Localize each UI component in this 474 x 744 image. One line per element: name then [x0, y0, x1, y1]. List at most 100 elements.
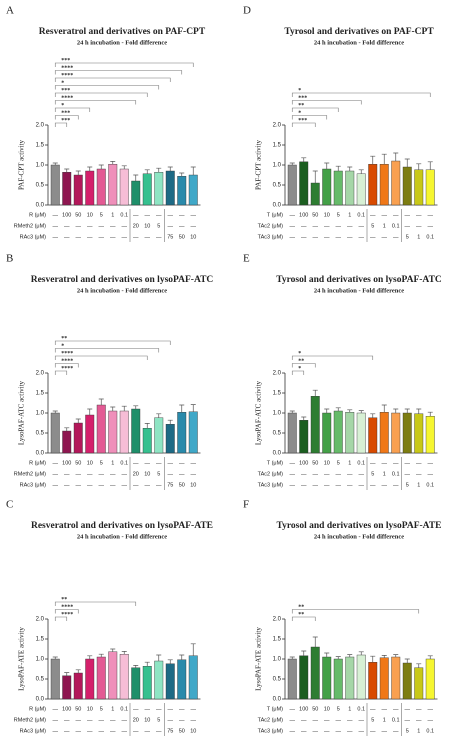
bar [402, 662, 412, 700]
table-cell: — [53, 482, 59, 488]
table-cell: — [393, 706, 399, 712]
error-bar [427, 411, 433, 417]
significance-bracket [291, 107, 339, 112]
table-cell: — [313, 717, 319, 723]
error-bar [98, 164, 104, 169]
table-cell: — [290, 728, 296, 734]
bar [165, 170, 175, 206]
table-cell: 100 [299, 460, 308, 466]
table-cell: — [370, 482, 376, 488]
error-bar [64, 168, 70, 173]
table-cell: 50 [312, 460, 318, 466]
error-bar [87, 655, 93, 659]
significance-bracket [291, 370, 305, 375]
bar [322, 168, 332, 206]
y-tick-label: 1.0 [36, 411, 45, 417]
error-bar [121, 405, 127, 411]
table-cell: — [168, 471, 174, 477]
y-tick-label: 1.0 [273, 163, 282, 169]
bar [345, 412, 355, 454]
error-bar [416, 663, 422, 668]
bar [391, 412, 401, 454]
table-cell: — [122, 234, 128, 240]
y-tick-label: 0.5 [273, 431, 282, 437]
table-cell: — [179, 223, 185, 229]
table-cell: — [359, 728, 365, 734]
chart-title: Resveratrol and derivatives on PAF-CPT [39, 27, 206, 37]
table-cell: — [301, 728, 307, 734]
significance-label: ** [298, 103, 304, 109]
bar [177, 659, 187, 700]
table-cell: 5 [371, 717, 374, 723]
table-cell: — [416, 471, 422, 477]
bar [188, 655, 198, 700]
table-cell: — [87, 717, 93, 723]
bar [402, 166, 412, 206]
table-cell: 100 [299, 212, 308, 218]
table-cell: — [370, 706, 376, 712]
table-cell: — [347, 482, 353, 488]
bar [50, 412, 60, 454]
table-cell: — [110, 471, 116, 477]
bar [108, 651, 118, 700]
table-cell: — [99, 482, 105, 488]
table-cell: — [416, 212, 422, 218]
significance-bracket [291, 363, 316, 368]
table-cell: — [336, 482, 342, 488]
bar [310, 182, 320, 206]
table-cell: 1 [383, 223, 386, 229]
table-cell: 5 [100, 212, 103, 218]
table-cell: — [122, 728, 128, 734]
significance-label: * [298, 88, 301, 94]
table-cell: 5 [406, 728, 409, 734]
error-bar [312, 636, 318, 647]
bar [414, 413, 424, 454]
error-bar [347, 166, 353, 171]
table-cell: — [336, 728, 342, 734]
table-cell: — [76, 223, 82, 229]
table-cell: 0.1 [357, 460, 365, 466]
error-bar [404, 158, 410, 167]
table-cell: 1 [348, 212, 351, 218]
table-cell: — [416, 223, 422, 229]
table-cell: — [382, 482, 388, 488]
error-bar [75, 669, 81, 673]
significance-label: *** [61, 88, 70, 94]
table-cell: — [53, 706, 59, 712]
table-cell: 20 [133, 717, 139, 723]
error-bar [347, 409, 353, 413]
y-tick-label: 0.0 [273, 697, 282, 703]
y-tick-label: 1.0 [273, 411, 282, 417]
table-cell: — [428, 717, 434, 723]
significance-bracket [291, 616, 316, 621]
y-tick-label: 1.5 [36, 143, 45, 149]
table-cell: — [393, 460, 399, 466]
bar [322, 656, 332, 700]
error-bar [324, 652, 330, 657]
table-cell: 5 [157, 717, 160, 723]
table-cell: — [324, 728, 330, 734]
significance-bracket [54, 340, 171, 345]
error-bar [121, 165, 127, 169]
significance-bracket [54, 616, 68, 621]
table-cell: — [336, 471, 342, 477]
significance-label: * [61, 343, 64, 349]
table-cell: 10 [87, 212, 93, 218]
significance-label: ** [298, 358, 304, 364]
table-cell: 0.1 [426, 234, 434, 240]
error-bar [87, 166, 93, 171]
table-cell: — [156, 706, 162, 712]
bar [368, 163, 378, 206]
table-cell: — [405, 460, 411, 466]
significance-label: ** [61, 336, 67, 342]
table-cell: — [336, 717, 342, 723]
table-cell: — [370, 212, 376, 218]
table-cell: — [313, 223, 319, 229]
table-cell: 75 [167, 728, 173, 734]
significance-bracket [54, 100, 137, 105]
chart-subtitle: 24 h incubation - Fold difference [77, 533, 167, 540]
bar [310, 396, 320, 454]
bar [142, 173, 152, 206]
bar [62, 675, 72, 700]
